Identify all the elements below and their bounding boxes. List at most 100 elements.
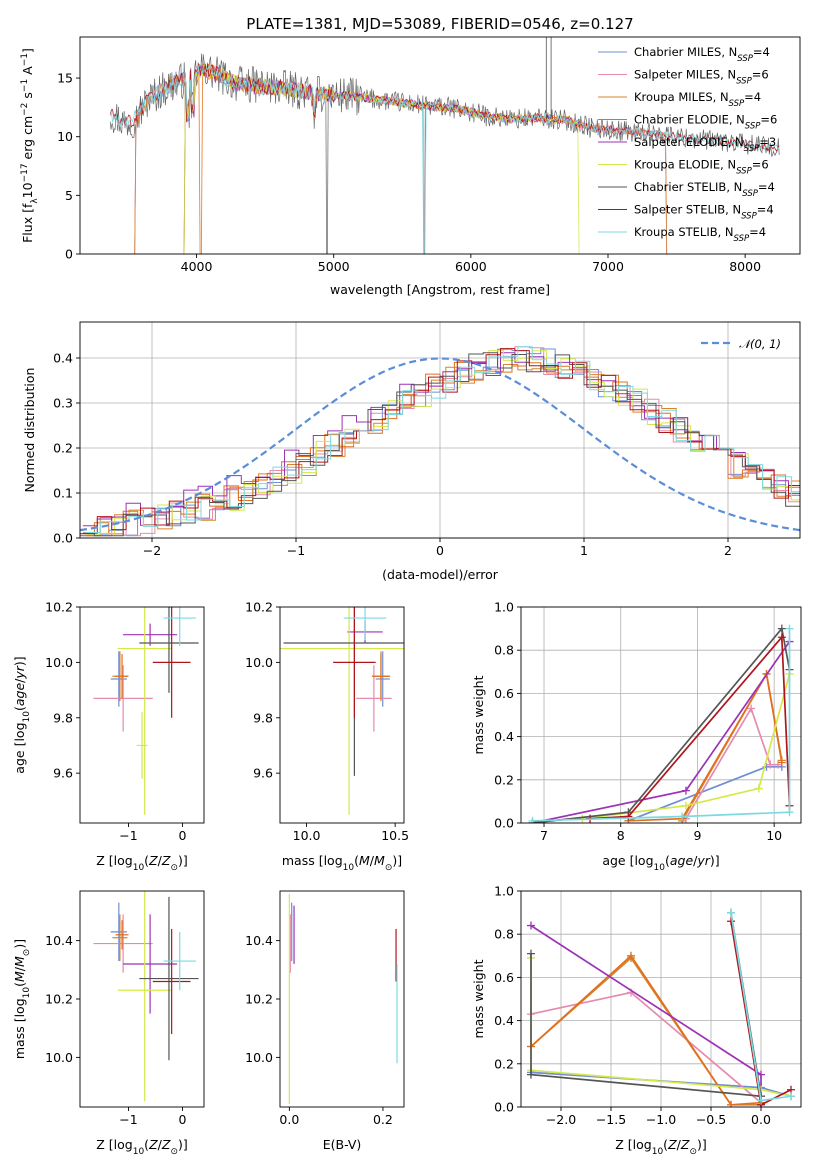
- legend-suffix: =6: [760, 113, 777, 127]
- normal-curve-line: [80, 357, 800, 532]
- legend-subscript: SSP: [741, 212, 757, 222]
- weight_vs_age-salpeter_elodie-line: [532, 641, 791, 823]
- age_vs_Z-xlabel-part: 10: [133, 863, 145, 873]
- weight_vs_Z-ytick-label: 0.8: [494, 927, 514, 942]
- weight_vs_age-kroupa_stelib-marker: [528, 816, 537, 823]
- age_vs_Z-ytick-label: 9.6: [53, 766, 73, 781]
- weight_vs_Z-xlabel-part: )]: [697, 1137, 707, 1152]
- weight_vs_age-ytick-label: 0.2: [494, 772, 514, 787]
- age_vs_Z-xlabel-part: /: [158, 853, 163, 868]
- legend-text: Chabrier STELIB, N: [634, 180, 742, 194]
- spectrum-ylabel-part: −17: [20, 163, 30, 182]
- mass_vs_ebv-ytick-label: 10.2: [245, 992, 273, 1007]
- spectrum-xtick-label: 8000: [729, 259, 761, 274]
- weight_vs_Z-xlabel-part: Z [log: [615, 1137, 651, 1152]
- mass_vs_ebv-errorbars: [288, 893, 398, 1105]
- legend-subscript: SSP: [734, 234, 750, 244]
- legend-suffix: =4: [758, 180, 775, 194]
- age_vs_Z-ylabel-part: age [log: [12, 722, 27, 773]
- mass_vs_Z-errorbars: [93, 891, 199, 1102]
- spectrum-ylabel-part: A: [20, 66, 35, 79]
- weight_vs_Z-xlabel-part: Z: [667, 1137, 677, 1152]
- weight_vs_age-kroupa_elodie-marker: [754, 784, 763, 793]
- normal-legend-label: 𝒩(0, 1): [739, 337, 781, 351]
- weight_vs_age-ylabel: mass weight: [471, 675, 486, 754]
- age_vs_Z-errorbars: [93, 607, 199, 815]
- weight_vs_age-xlabel: age [log10(age/yr)]: [602, 853, 719, 873]
- age_vs_Z-ylabel-part: /: [12, 678, 27, 683]
- legend-label-salpeter_miles: Salpeter MILES, NSSP=6: [634, 68, 769, 87]
- residual-kroupa_stelib-step: [85, 346, 800, 533]
- weight_vs_Z-xlabel-part: (: [663, 1137, 668, 1152]
- age_vs_mass-xlabel-part: M: [374, 853, 385, 868]
- mass_vs_Z-ylabel-part: (: [12, 982, 27, 987]
- spectrum-ylabel-part: λ: [30, 198, 40, 204]
- weight_vs_Z-ylabel-part: mass weight: [471, 959, 486, 1038]
- mass_vs_Z-frame: [79, 890, 205, 1108]
- weight_vs_age-kroupa_stelib-marker: [785, 624, 794, 633]
- weight_vs_Z-xtick-label: −1.0: [646, 1112, 676, 1127]
- legend-suffix: =4: [757, 203, 774, 217]
- weight_vs_age-chabrier_elodie-marker: [777, 758, 786, 767]
- spectrum-ylabel: Flux [fλ10−17 erg cm−2 s−1 A−1]: [20, 48, 40, 243]
- weight_vs_Z-xlabel-part: ⊙: [689, 1147, 697, 1157]
- weight_vs_Z-kroupa_miles-line: [530, 956, 761, 1106]
- mass_vs_Z-xlabel-part: )]: [178, 1137, 188, 1152]
- weight_vs_Z-chabrier_elodie-line: [530, 954, 762, 1106]
- age_vs_Z-xlabel: Z [log10(Z/Z⊙)]: [96, 853, 188, 873]
- residual_hist-ytick-label: 0.2: [53, 441, 73, 456]
- age_vs_Z-xtick-label: 0: [178, 828, 186, 843]
- residual_hist-ytick-label: 0.4: [53, 351, 73, 366]
- age_vs_mass-xlabel-part: /: [370, 853, 375, 868]
- age_vs_Z-xlabel-part: Z: [148, 853, 158, 868]
- age_vs_Z-ylabel-part: age: [12, 683, 27, 707]
- weight_vs_age-xtick-label: 10: [766, 828, 782, 843]
- spectrum-chabrier_stelib-line: [109, 53, 780, 254]
- weight_vs_Z-salpeter_stelib-marker: [727, 917, 735, 926]
- legend-label-chabrier_stelib: Chabrier STELIB, NSSP=4: [634, 180, 775, 199]
- mass_vs_Z-ylabel-part: /: [12, 966, 27, 971]
- legend-subscript: SSP: [737, 54, 753, 64]
- weight_vs_Z-xtick-label: −1.5: [596, 1112, 626, 1127]
- spectrum-kroupa_elodie-line: [182, 61, 581, 254]
- spectrum-salpeter_stelib-line: [109, 63, 780, 153]
- age_vs_mass-xlabel-part: M: [359, 853, 370, 868]
- legend-suffix: =6: [752, 68, 769, 82]
- spectrum-kroupa_stelib-line: [109, 61, 780, 254]
- age_vs_Z-ylabel-part: )]: [12, 656, 27, 666]
- age_vs_mass-axes: 10.0 10.5 9.6 9.8 10.0 10.2: [245, 600, 409, 844]
- weight_vs_Z-xtick-label: −2.0: [546, 1112, 576, 1127]
- weight_vs_age-xtick-label: 9: [693, 828, 701, 843]
- legend-label-kroupa_stelib: Kroupa STELIB, NSSP=4: [634, 225, 766, 244]
- weight_vs_Z-chabrier_stelib-marker: [527, 949, 535, 958]
- weight_vs_Z-ylabel: mass weight: [471, 959, 486, 1038]
- weight_vs_Z-ytick-label: 0.2: [494, 1056, 514, 1071]
- legend-text: Kroupa STELIB, N: [634, 225, 734, 239]
- age_vs_Z-ytick-label: 10.2: [45, 600, 73, 615]
- residual_hist-xtick-label: 0: [436, 543, 444, 558]
- age_vs_Z-xlabel-part: (: [144, 853, 149, 868]
- spectrum-xtick-label: 4000: [181, 259, 213, 274]
- weight_vs_Z-xlabel-part: Z: [680, 1137, 690, 1152]
- legend-subscript: SSP: [736, 77, 752, 87]
- mass_vs_Z-xlabel-part: Z [log: [96, 1137, 132, 1152]
- legend-subscript: SSP: [744, 144, 760, 154]
- spectrum-ylabel-part: −2: [20, 103, 30, 116]
- weight_vs_age-chabrier_stelib-marker: [777, 624, 786, 633]
- weight_vs_age-axes: 7 8 9 10 0.0 0.2 0.4 0.6 0.8 1.0: [494, 600, 801, 843]
- mass_vs_Z-xlabel-part: 10: [133, 1147, 145, 1157]
- mass_vs_ebv-xlabel-part: E(B-V): [323, 1137, 362, 1152]
- age_vs_Z-ylabel-part: (: [12, 706, 27, 711]
- weight_vs_age-salpeter_miles-marker: [747, 704, 756, 713]
- mass_vs_Z-xtick-label: −1: [119, 1112, 137, 1127]
- mass_vs_Z-ytick-label: 10.2: [45, 992, 73, 1007]
- residual_hist-xlabel: (data-model)/error: [382, 567, 499, 582]
- age_vs_Z-ytick-label: 10.0: [45, 655, 73, 670]
- spectrum-chabrier_miles-line: [133, 61, 668, 254]
- legend-label-chabrier_elodie: Chabrier ELODIE, NSSP=6: [634, 113, 777, 132]
- weight_vs_age-ytick-label: 0.8: [494, 643, 514, 658]
- weight_vs_age-kroupa_stelib-line: [532, 628, 791, 822]
- residual_hist-ytick-label: 0.3: [53, 396, 73, 411]
- mass_vs_Z-xlabel-part: Z: [161, 1137, 171, 1152]
